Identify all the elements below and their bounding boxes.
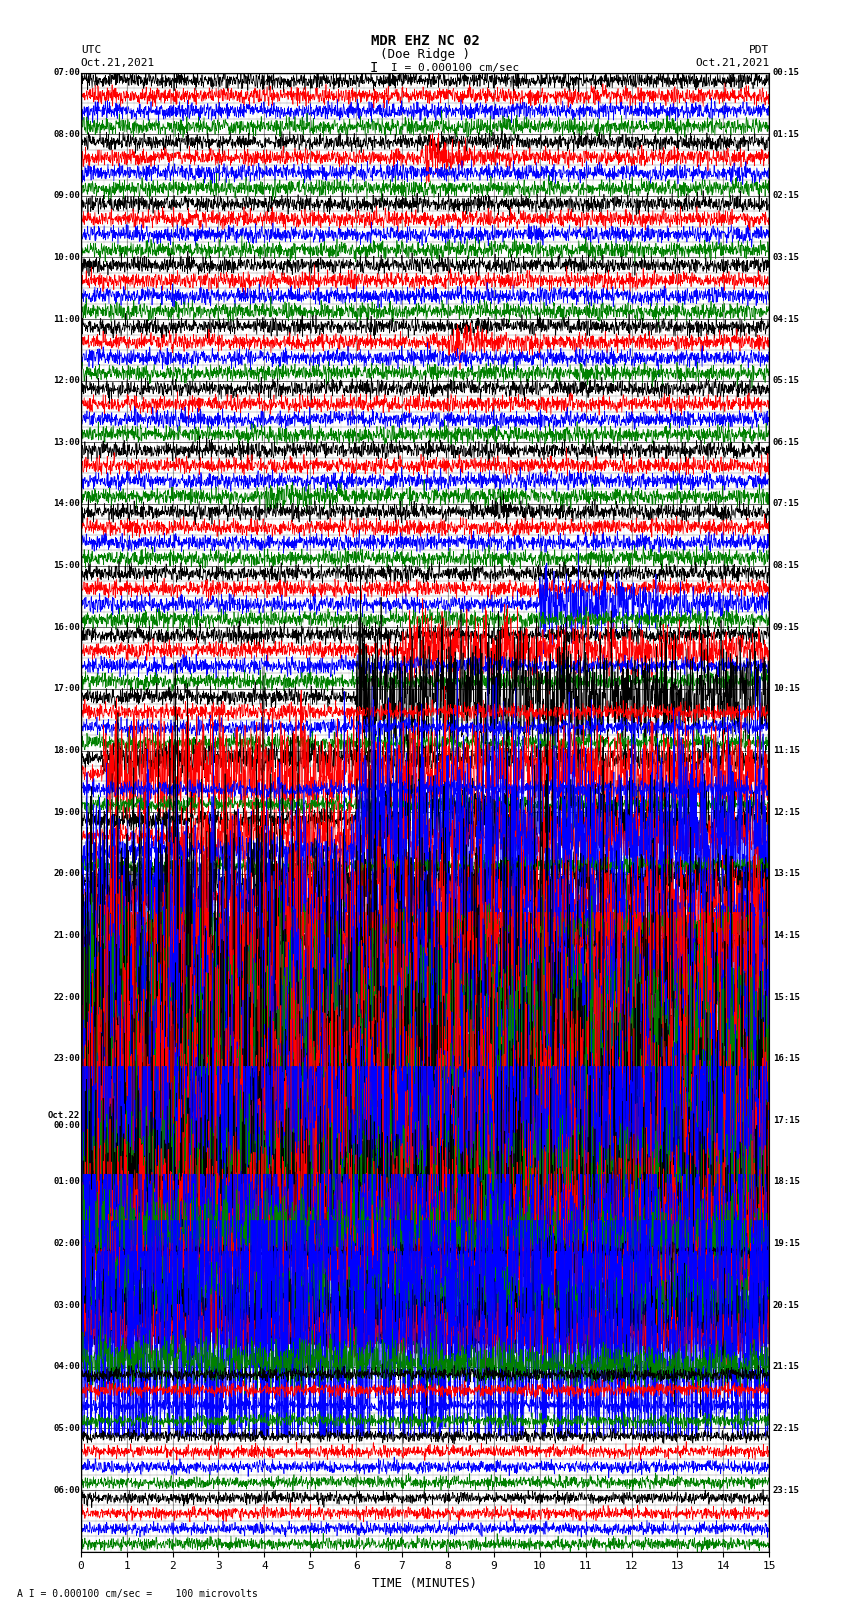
Text: 20:00: 20:00 <box>54 869 80 877</box>
Text: 17:00: 17:00 <box>54 684 80 694</box>
Text: 09:00: 09:00 <box>54 192 80 200</box>
Text: 03:00: 03:00 <box>54 1300 80 1310</box>
Text: A I = 0.000100 cm/sec =    100 microvolts: A I = 0.000100 cm/sec = 100 microvolts <box>17 1589 258 1598</box>
Text: 01:00: 01:00 <box>54 1177 80 1187</box>
Text: 02:00: 02:00 <box>54 1239 80 1248</box>
Text: 06:15: 06:15 <box>773 437 800 447</box>
Text: 23:00: 23:00 <box>54 1055 80 1063</box>
Text: 11:15: 11:15 <box>773 747 800 755</box>
Text: 08:00: 08:00 <box>54 129 80 139</box>
Text: Oct.21,2021: Oct.21,2021 <box>81 58 155 68</box>
Text: 05:00: 05:00 <box>54 1424 80 1432</box>
Text: 21:00: 21:00 <box>54 931 80 940</box>
Text: 09:15: 09:15 <box>773 623 800 632</box>
Text: I = 0.000100 cm/sec: I = 0.000100 cm/sec <box>391 63 519 73</box>
Text: 07:15: 07:15 <box>773 500 800 508</box>
Text: 00:15: 00:15 <box>773 68 800 77</box>
Text: 21:15: 21:15 <box>773 1363 800 1371</box>
Text: 02:15: 02:15 <box>773 192 800 200</box>
Text: 12:15: 12:15 <box>773 808 800 816</box>
Text: UTC: UTC <box>81 45 101 55</box>
Text: PDT: PDT <box>749 45 769 55</box>
Text: MDR EHZ NC 02: MDR EHZ NC 02 <box>371 34 479 48</box>
Text: I: I <box>370 61 378 74</box>
Text: 05:15: 05:15 <box>773 376 800 386</box>
Text: 06:00: 06:00 <box>54 1486 80 1495</box>
Text: 12:00: 12:00 <box>54 376 80 386</box>
Text: 11:00: 11:00 <box>54 315 80 324</box>
Text: Oct.22
00:00: Oct.22 00:00 <box>48 1111 80 1131</box>
Text: (Doe Ridge ): (Doe Ridge ) <box>380 48 470 61</box>
X-axis label: TIME (MINUTES): TIME (MINUTES) <box>372 1578 478 1590</box>
Text: 19:00: 19:00 <box>54 808 80 816</box>
Text: 19:15: 19:15 <box>773 1239 800 1248</box>
Text: 15:15: 15:15 <box>773 992 800 1002</box>
Text: Oct.21,2021: Oct.21,2021 <box>695 58 769 68</box>
Text: 22:00: 22:00 <box>54 992 80 1002</box>
Text: 13:15: 13:15 <box>773 869 800 877</box>
Text: 04:00: 04:00 <box>54 1363 80 1371</box>
Text: 23:15: 23:15 <box>773 1486 800 1495</box>
Text: 15:00: 15:00 <box>54 561 80 569</box>
Text: 04:15: 04:15 <box>773 315 800 324</box>
Text: 14:15: 14:15 <box>773 931 800 940</box>
Text: 10:15: 10:15 <box>773 684 800 694</box>
Text: 07:00: 07:00 <box>54 68 80 77</box>
Text: 03:15: 03:15 <box>773 253 800 261</box>
Text: 17:15: 17:15 <box>773 1116 800 1124</box>
Text: 08:15: 08:15 <box>773 561 800 569</box>
Text: 10:00: 10:00 <box>54 253 80 261</box>
Text: 01:15: 01:15 <box>773 129 800 139</box>
Text: 22:15: 22:15 <box>773 1424 800 1432</box>
Text: 18:15: 18:15 <box>773 1177 800 1187</box>
Text: 13:00: 13:00 <box>54 437 80 447</box>
Text: 14:00: 14:00 <box>54 500 80 508</box>
Text: 20:15: 20:15 <box>773 1300 800 1310</box>
Text: 18:00: 18:00 <box>54 747 80 755</box>
Text: 16:15: 16:15 <box>773 1055 800 1063</box>
Text: 16:00: 16:00 <box>54 623 80 632</box>
